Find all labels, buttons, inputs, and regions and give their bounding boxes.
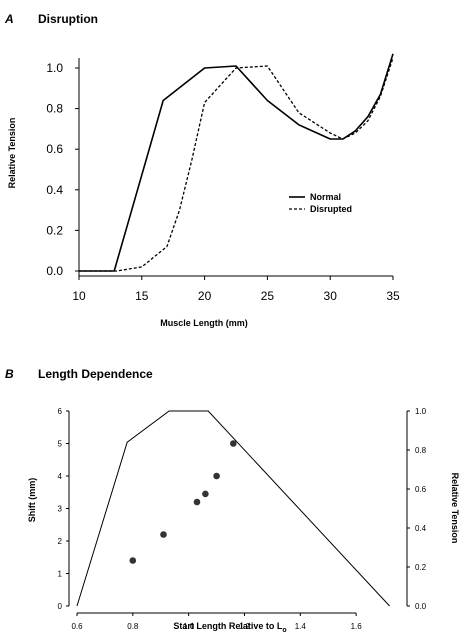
shift-data-point [193,498,201,506]
tension-curve-line [76,410,390,607]
panel-b-y2tick-label: 0.0 [415,602,427,611]
panel-a-xtick-label: 10 [72,289,86,303]
panel-b-xtick-label: 1.2 [239,622,251,631]
panel-b-ytick-label: 2 [58,537,63,546]
panel-a-ytick-label: 0.2 [46,223,63,237]
panel-b-y2label: Relative Tension [450,473,460,544]
panel-a-ytick-label: 0.8 [46,102,63,116]
panel-b-xlabel: Start Length Relative to Lo [173,621,286,634]
panel-a-legend: Normal Disrupted [289,192,352,214]
panel-b-ytick-label: 3 [58,505,63,514]
panel-a-letter: A [4,12,14,26]
panel-a-xtick-label: 20 [198,289,212,303]
panel-b-letter: B [5,367,14,381]
shift-data-point [160,531,167,538]
panel-b-xtick-label: 1.4 [295,622,307,631]
panel-a-ytick-label: 0.4 [46,183,63,197]
panel-b-ytick-label: 1 [58,570,63,579]
legend-label-normal: Normal [310,192,341,202]
panel-a-xlabel: Muscle Length (mm) [160,318,248,328]
panel-a-xtick-label: 35 [386,289,400,303]
shift-data-point [213,472,220,480]
series-line-disrupted [79,57,394,272]
panel-a-xtick-label: 15 [135,289,149,303]
panel-b-xtick-label: 0.8 [127,622,139,631]
panel-a-ytick-label: 1.0 [46,61,63,75]
panel-a-xtick-label: 25 [261,289,275,303]
panel-a-ytick-label: 0.6 [46,142,63,156]
legend-label-disrupted: Disrupted [310,204,352,214]
panel-b-y2tick-label: 0.4 [415,524,427,533]
panel-b-y2tick-label: 0.6 [415,485,427,494]
panel-b-y2tick-label: 0.8 [415,446,427,455]
shift-data-point [230,440,237,447]
shift-data-point [129,557,137,564]
panel-b-ytick-label: 5 [58,440,63,449]
shift-data-point [202,490,209,498]
series-line-normal [79,53,394,272]
panel-b-xtick-label: 0.6 [71,622,83,631]
panel-b-xtick-label: 1.0 [183,622,195,631]
panel-b-title: Length Dependence [38,367,153,381]
panel-b-plot: 0 1 2 3 4 5 6 0.0 0.2 0.4 0.6 0.8 1.0 0.6 0.8 1.0 1.2 1.4… [58,407,427,631]
panel-b-ylabel: Shift (mm) [27,478,37,523]
panel-b-y2tick-label: 0.2 [415,563,427,572]
panel-b-xtick-label: 1.6 [351,622,363,631]
panel-b-y2tick-label: 1.0 [415,407,427,416]
panel-a-ylabel: Relative Tension [7,118,17,189]
panel-a-xtick-label: 30 [324,289,338,303]
panel-a-ytick-label: 0.0 [46,264,63,278]
panel-b-ytick-label: 0 [58,602,63,611]
panel-a-title: Disruption [38,12,98,26]
panel-b-ytick-label: 6 [58,407,63,416]
panel-a-plot: 0.0 0.2 0.4 0.6 0.8 1.0 10 15 20 25 30 35 [46,53,400,303]
panel-b-ytick-label: 4 [58,472,63,481]
